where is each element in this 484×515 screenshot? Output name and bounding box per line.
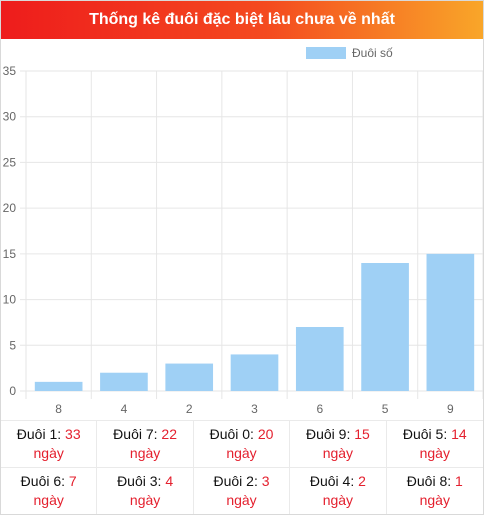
x-tick-label: 6 xyxy=(316,402,323,416)
y-tick-label: 5 xyxy=(9,338,16,352)
bar xyxy=(295,327,344,391)
bar xyxy=(165,363,214,391)
stat-cell: Đuôi 8: 1 ngày xyxy=(386,467,483,514)
y-tick-label: 30 xyxy=(3,110,17,124)
stat-cell: Đuôi 6: 7 ngày xyxy=(1,467,98,514)
stat-label: Đuôi 9: xyxy=(305,426,355,442)
stat-cell: Đuôi 4: 2 ngày xyxy=(290,467,387,514)
bar xyxy=(230,354,279,391)
y-tick-label: 35 xyxy=(3,64,17,78)
stat-value: 14 xyxy=(451,426,467,442)
legend-swatch xyxy=(306,47,346,59)
stat-cell: Đuôi 0: 20 ngày xyxy=(193,420,291,467)
y-tick-label: 15 xyxy=(3,247,17,261)
stat-cell: Đuôi 9: 15 ngày xyxy=(290,420,387,467)
stat-value: 7 xyxy=(68,473,77,489)
stat-label: Đuôi 2: xyxy=(213,473,262,489)
stat-cell: Đuôi 7: 22 ngày xyxy=(97,420,194,467)
bar xyxy=(361,263,409,391)
stat-cell: Đuôi 5: 14 ngày xyxy=(386,420,483,467)
stat-unit: ngày xyxy=(33,445,64,461)
stat-label: Đuôi 3: xyxy=(117,473,166,489)
stat-unit: ngày xyxy=(129,445,161,461)
stat-unit: ngày xyxy=(419,445,450,461)
bar-chart: 0 5 10 15 20 25 30 35 8 4 2 3 6 5 9 Đuôi số xyxy=(1,39,483,420)
stat-value: 2 xyxy=(358,473,366,489)
stat-unit: ngày xyxy=(226,445,257,461)
stat-value: 15 xyxy=(354,426,370,442)
stat-value: 4 xyxy=(165,473,174,489)
legend-label: Đuôi số xyxy=(352,46,393,60)
stat-label: Đuôi 1: xyxy=(16,426,66,442)
stat-value: 22 xyxy=(161,426,177,442)
stat-value: 33 xyxy=(65,426,81,442)
stat-label: Đuôi 6: xyxy=(20,473,69,489)
stat-unit: ngày xyxy=(322,492,354,508)
x-tick-label: 2 xyxy=(186,402,193,416)
stat-value: 3 xyxy=(261,473,270,489)
widget-title: Thống kê đuôi đặc biệt lâu chưa về nhất xyxy=(1,1,483,39)
stat-label: Đuôi 4: xyxy=(309,473,359,489)
bar xyxy=(426,253,475,391)
stat-label: Đuôi 8: xyxy=(406,473,456,489)
chart-svg: 0 5 10 15 20 25 30 35 8 4 2 3 6 5 9 Đuôi số xyxy=(3,46,483,416)
x-tick-label: 3 xyxy=(251,402,258,416)
stat-label: Đuôi 0: xyxy=(209,426,258,442)
stats-grid: Đuôi 1: 33 ngày Đuôi 7: 22 ngày Đuôi 0: 20 ng… xyxy=(1,420,483,514)
y-tick-label: 10 xyxy=(3,293,17,307)
stat-unit: ngày xyxy=(226,492,257,508)
y-tick-label: 20 xyxy=(3,201,17,215)
x-tick-label: 4 xyxy=(121,402,128,416)
x-tick-label: 8 xyxy=(55,402,62,416)
stat-cell: Đuôi 3: 4 ngày xyxy=(97,467,194,514)
stat-unit: ngày xyxy=(322,445,354,461)
stat-unit: ngày xyxy=(33,492,64,508)
bar xyxy=(100,372,148,391)
bar xyxy=(34,381,83,391)
stat-unit: ngày xyxy=(419,492,450,508)
y-tick-label: 0 xyxy=(9,384,16,398)
x-tick-label: 5 xyxy=(382,402,389,416)
stat-value: 20 xyxy=(257,426,274,442)
stat-label: Đuôi 5: xyxy=(402,426,452,442)
stat-cell: Đuôi 1: 33 ngày xyxy=(1,420,98,467)
stat-cell: Đuôi 2: 3 ngày xyxy=(193,467,291,514)
y-tick-label: 25 xyxy=(3,155,17,169)
stat-value: 1 xyxy=(455,473,463,489)
x-tick-label: 9 xyxy=(447,402,454,416)
stat-unit: ngày xyxy=(129,492,161,508)
stat-label: Đuôi 7: xyxy=(113,426,162,442)
